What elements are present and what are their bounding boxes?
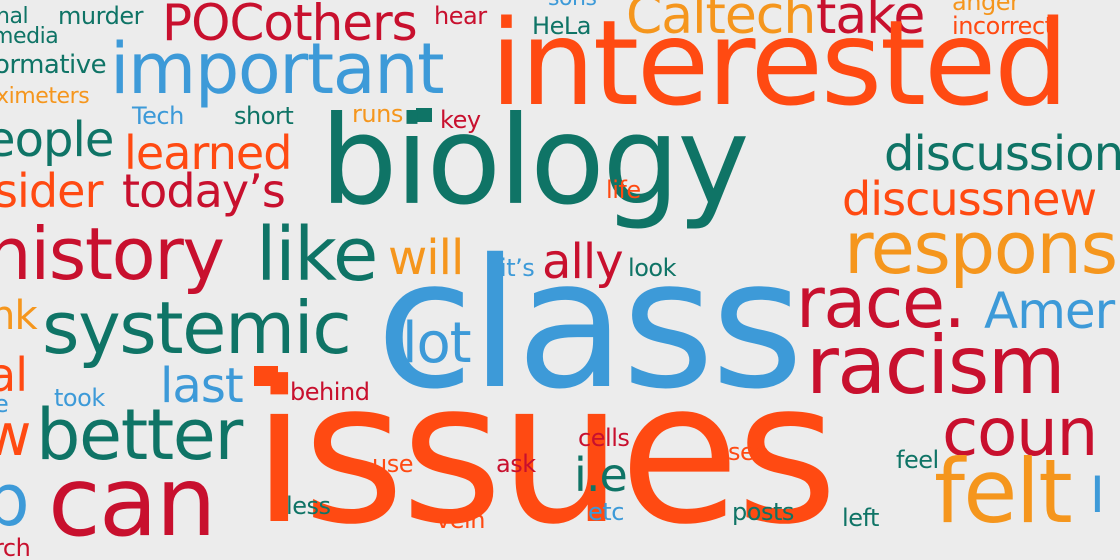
word-media: media — [0, 24, 59, 49]
word-interested: interested — [490, 0, 1069, 132]
word-ally: ally — [542, 234, 624, 290]
word-rch: rch — [0, 534, 31, 560]
word-e: e — [0, 390, 9, 418]
word-incorrect: incorrect — [952, 12, 1054, 40]
word-nal: nal — [0, 4, 29, 29]
word-learned: learned — [124, 126, 293, 180]
word-formative: ormative — [0, 50, 107, 80]
word-tech: Tech — [132, 102, 184, 130]
word-like: like — [256, 212, 378, 298]
word-anger: anger — [952, 0, 1020, 16]
word-w: w — [0, 401, 31, 469]
word-nk: nk — [0, 293, 38, 339]
word-p: p — [0, 458, 30, 542]
word-discussion: discussion — [884, 126, 1120, 182]
word-life: life — [606, 176, 641, 204]
word-vein: vein — [436, 506, 485, 534]
word-caltech: Caltech — [626, 0, 816, 46]
word-see: see — [728, 438, 769, 466]
word-ask: ask — [496, 450, 536, 478]
word-todays: today’s — [122, 164, 286, 218]
word-took: took — [54, 384, 105, 412]
decorative-square — [416, 108, 432, 122]
word-race: race. — [796, 262, 966, 344]
word-coun: coun — [942, 394, 1098, 471]
word-better: better — [36, 394, 243, 476]
word-discussnew: discussnew — [842, 172, 1097, 226]
word-sons: sons — [548, 0, 597, 10]
word-lot: lot — [402, 311, 472, 376]
word-can: can — [48, 446, 217, 558]
word-people: eople — [0, 112, 114, 168]
word-hear: hear — [434, 2, 487, 30]
word-biology: biology — [320, 90, 750, 232]
word-runs: runs — [352, 100, 403, 128]
word-murder: murder — [58, 2, 144, 30]
word-posts: posts — [732, 498, 794, 526]
word-behind: behind — [290, 378, 370, 406]
word-class: class — [376, 221, 804, 428]
word-left: left — [842, 504, 879, 532]
word-consider: sider — [0, 164, 103, 218]
word-important: important — [110, 28, 445, 110]
word-pocothers: POCothers — [162, 0, 418, 52]
word-last: last — [160, 358, 244, 414]
word-systemic: systemic — [42, 286, 352, 370]
word-respons: respons — [844, 206, 1118, 290]
word-use: use — [372, 450, 414, 478]
word-key: key — [440, 106, 481, 134]
word-short: short — [234, 102, 294, 130]
word-hela: HeLa — [532, 12, 591, 40]
word-issues: issues — [252, 340, 838, 560]
word-look: look — [628, 254, 677, 282]
decorative-square — [254, 366, 278, 386]
word-take: take — [816, 0, 925, 46]
word-amer: Amer — [984, 282, 1115, 340]
word-history: history — [0, 212, 225, 296]
word-etc: etc — [588, 498, 624, 526]
word-feel: feel — [896, 446, 939, 474]
word-al: al — [0, 348, 28, 402]
word-oximeters: ximeters — [0, 84, 90, 109]
word-its: it’s — [500, 254, 535, 282]
word-felt: felt — [934, 440, 1073, 543]
word-will: will — [388, 230, 464, 286]
word-i: I — [1090, 466, 1105, 524]
word-racism: racism — [806, 319, 1066, 412]
word-cells: cells — [578, 424, 630, 452]
word-ie: i.e — [574, 448, 628, 502]
word-less: less — [286, 492, 331, 520]
